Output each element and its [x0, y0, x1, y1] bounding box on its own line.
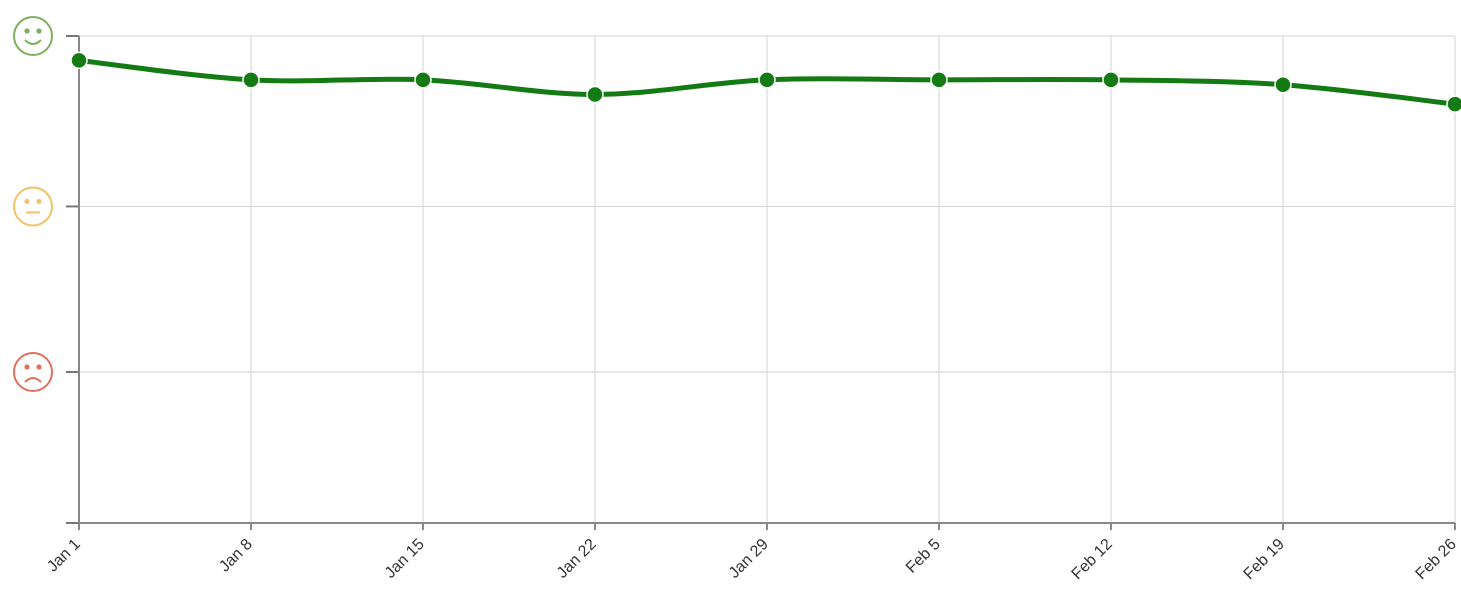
x-tick-label: Jan 22: [554, 536, 600, 582]
x-tick-label: Feb 5: [903, 536, 944, 577]
face-eye: [36, 198, 42, 205]
face-eye: [36, 28, 42, 34]
face-icon: [13, 186, 53, 227]
x-tick-label: Feb 19: [1241, 536, 1288, 583]
data-point: [586, 85, 604, 104]
face-eye: [24, 198, 30, 205]
face-mouth: [24, 39, 42, 45]
face-icon: [13, 352, 53, 393]
data-point: [1446, 95, 1461, 113]
face-outline: [13, 16, 53, 56]
x-tick-label: Jan 29: [726, 536, 772, 582]
face-eye: [24, 364, 30, 370]
data-point: [930, 71, 948, 89]
data-point: [758, 71, 776, 89]
face-eye: [36, 364, 42, 370]
x-tick-label: Feb 12: [1069, 536, 1116, 583]
data-point: [70, 51, 88, 70]
face-icon: [13, 16, 53, 56]
data-point: [1274, 75, 1292, 94]
face-outline: [13, 352, 53, 393]
data-point: [242, 71, 260, 89]
face-eye: [24, 28, 30, 34]
x-tick-label: Jan 1: [44, 536, 84, 576]
data-point: [414, 71, 432, 89]
data-point: [1102, 71, 1120, 89]
x-tick-label: Feb 26: [1413, 536, 1460, 583]
face-mouth: [24, 377, 42, 383]
face-outline: [13, 186, 53, 227]
x-tick-label: Jan 8: [216, 536, 256, 576]
x-tick-label: Jan 15: [382, 536, 428, 582]
